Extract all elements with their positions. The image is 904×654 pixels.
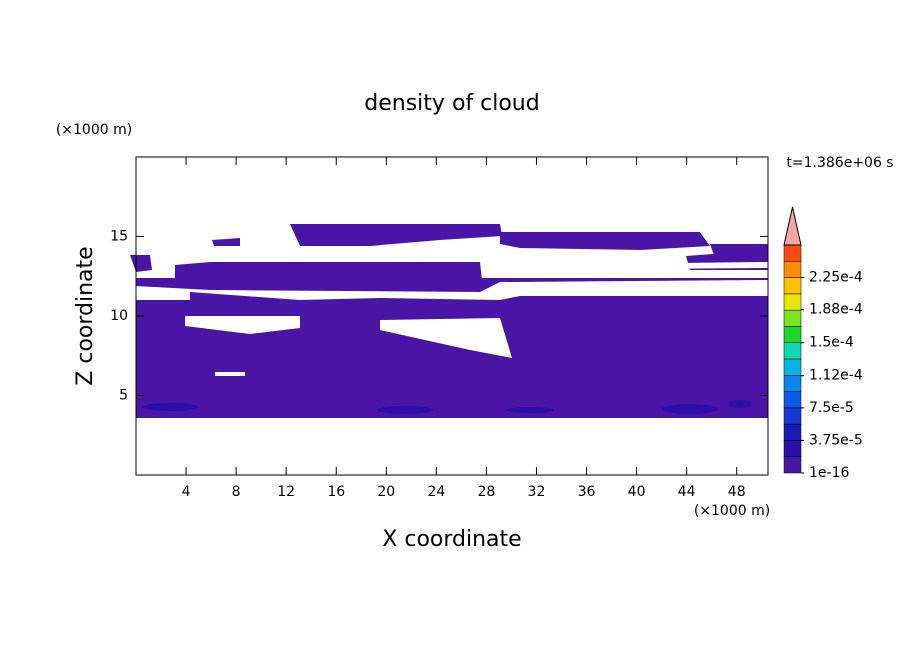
contour-region: [662, 404, 718, 414]
y-tick-label: 5: [119, 388, 128, 404]
x-tick-label: 20: [377, 484, 395, 500]
contour-region: [710, 244, 768, 258]
contour-gap: [215, 372, 245, 376]
colorbar-swatch: [783, 277, 802, 295]
colorbar-tick-label: 1.5e-4: [809, 335, 854, 351]
x-tick-label: 36: [578, 484, 596, 500]
y-tick-label: 15: [110, 229, 128, 245]
contour-region: [136, 278, 768, 418]
x-tick-label: 8: [232, 484, 241, 500]
contour-gap: [380, 318, 512, 358]
contour-region: [212, 238, 240, 246]
colorbar-tick-label: 2.25e-4: [809, 270, 863, 286]
contour-region: [377, 406, 433, 414]
colorbar-swatch: [783, 309, 802, 327]
contour-region: [506, 407, 554, 413]
x-tick-label: 4: [182, 484, 191, 500]
contour-region: [290, 224, 502, 246]
colorbar-swatch: [783, 375, 802, 392]
colorbar-tick-label: 1e-16: [809, 465, 849, 481]
colorbar-swatch: [783, 326, 802, 343]
x-tick-label: 28: [478, 484, 496, 500]
colorbar-swatch: [783, 244, 802, 262]
colorbar-tick-label: 7.5e-5: [809, 400, 854, 416]
colorbar-swatch: [783, 423, 802, 441]
x-unit: (×1000 m): [694, 503, 770, 519]
x-tick-label: 16: [327, 484, 345, 500]
contour-region: [728, 400, 752, 408]
y-axis-title: Z coordinate: [73, 246, 98, 385]
contour-gap: [185, 316, 300, 334]
colorbar-tick-label: 1.88e-4: [809, 302, 863, 318]
x-tick-label: 40: [628, 484, 646, 500]
contour-region: [142, 403, 198, 411]
contour-region: [500, 232, 710, 250]
x-tick-label: 32: [528, 484, 546, 500]
contour-gap: [500, 262, 768, 270]
x-tick-label: 48: [728, 484, 746, 500]
x-axis-title: X coordinate: [382, 527, 521, 552]
x-tick-label: 12: [277, 484, 295, 500]
colorbar-swatch: [783, 261, 802, 278]
contour-region: [130, 255, 152, 272]
colorbar-swatch: [783, 456, 802, 474]
y-tick-label: 10: [110, 308, 128, 324]
contour-region: [175, 262, 482, 280]
colorbar-swatch: [783, 342, 802, 360]
colorbar-extend: [783, 206, 802, 246]
colorbar-swatch: [783, 440, 802, 457]
x-tick-label: 44: [678, 484, 696, 500]
x-tick-label: 24: [427, 484, 445, 500]
colorbar-swatch: [783, 391, 802, 409]
contour-gap: [136, 280, 768, 300]
colorbar-tick-label: 1.12e-4: [809, 368, 863, 384]
time-label: t=1.386e+06 s: [786, 155, 893, 171]
y-unit: (×1000 m): [56, 122, 132, 138]
chart-title: density of cloud: [364, 91, 539, 116]
colorbar-swatch: [783, 407, 802, 425]
colorbar-swatch: [783, 293, 802, 311]
colorbar-swatch: [783, 358, 802, 376]
colorbar-tick-label: 3.75e-5: [809, 432, 863, 448]
